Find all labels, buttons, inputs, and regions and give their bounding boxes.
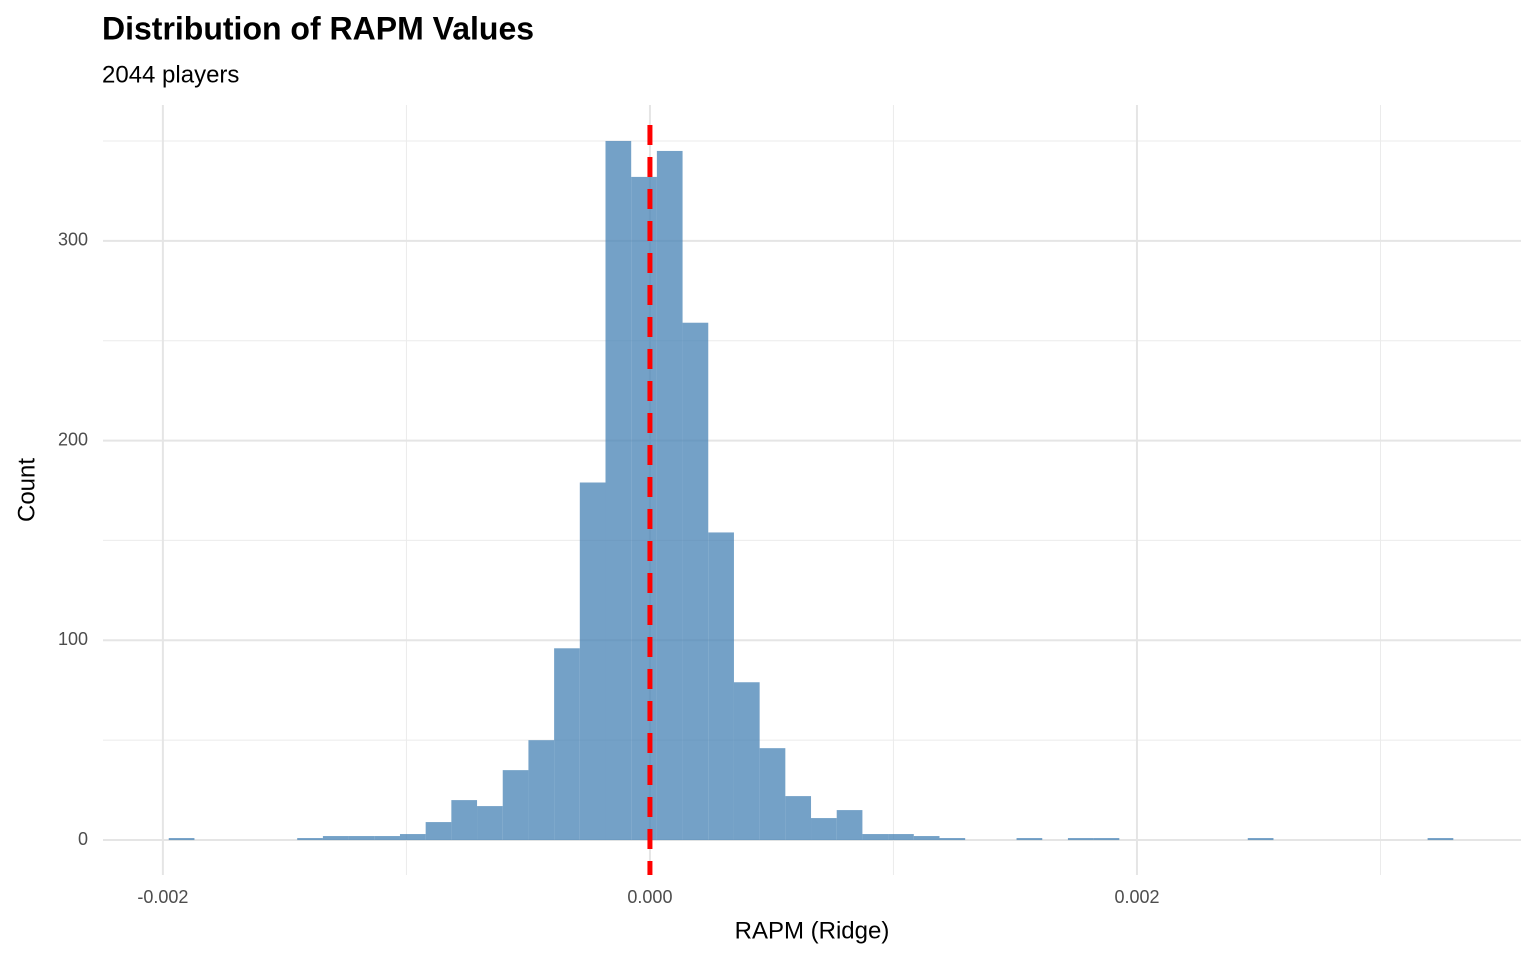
bar bbox=[811, 818, 837, 841]
x-tick-label: 0.002 bbox=[1114, 887, 1159, 907]
bar bbox=[425, 822, 452, 841]
bar bbox=[1247, 838, 1274, 841]
bar bbox=[1067, 838, 1094, 841]
bar bbox=[785, 796, 812, 841]
bar bbox=[374, 836, 400, 841]
bar bbox=[759, 748, 786, 841]
bar bbox=[297, 838, 323, 841]
bar bbox=[836, 810, 863, 841]
y-tick-label: 0 bbox=[78, 829, 88, 849]
chart-subtitle: 2044 players bbox=[102, 61, 239, 88]
y-tick-label: 100 bbox=[58, 629, 88, 649]
bar bbox=[348, 836, 375, 841]
bar bbox=[1093, 838, 1120, 841]
chart-title: Distribution of RAPM Values bbox=[102, 10, 534, 46]
bar bbox=[168, 838, 195, 841]
bar bbox=[579, 482, 606, 841]
bar bbox=[399, 834, 426, 841]
bar bbox=[913, 836, 940, 841]
bar bbox=[322, 836, 349, 841]
bar bbox=[888, 834, 914, 841]
y-axis-title: Count bbox=[13, 458, 40, 522]
bar bbox=[631, 176, 657, 841]
bar bbox=[862, 834, 889, 841]
bar bbox=[939, 838, 966, 841]
bar bbox=[682, 322, 709, 841]
bar bbox=[708, 532, 734, 841]
x-tick-label: 0.000 bbox=[627, 887, 672, 907]
bar bbox=[733, 682, 760, 841]
x-tick-label: -0.002 bbox=[137, 887, 188, 907]
bar bbox=[1016, 838, 1043, 841]
bar bbox=[451, 800, 478, 841]
bar bbox=[528, 740, 555, 841]
bar bbox=[656, 150, 683, 841]
y-tick-label: 300 bbox=[58, 230, 88, 250]
bar bbox=[605, 140, 632, 841]
y-tick-label: 200 bbox=[58, 429, 88, 449]
x-axis-title: RAPM (Ridge) bbox=[735, 917, 890, 944]
bar bbox=[554, 648, 580, 841]
bar bbox=[1427, 838, 1454, 841]
bar bbox=[477, 806, 503, 841]
bar bbox=[502, 770, 529, 841]
